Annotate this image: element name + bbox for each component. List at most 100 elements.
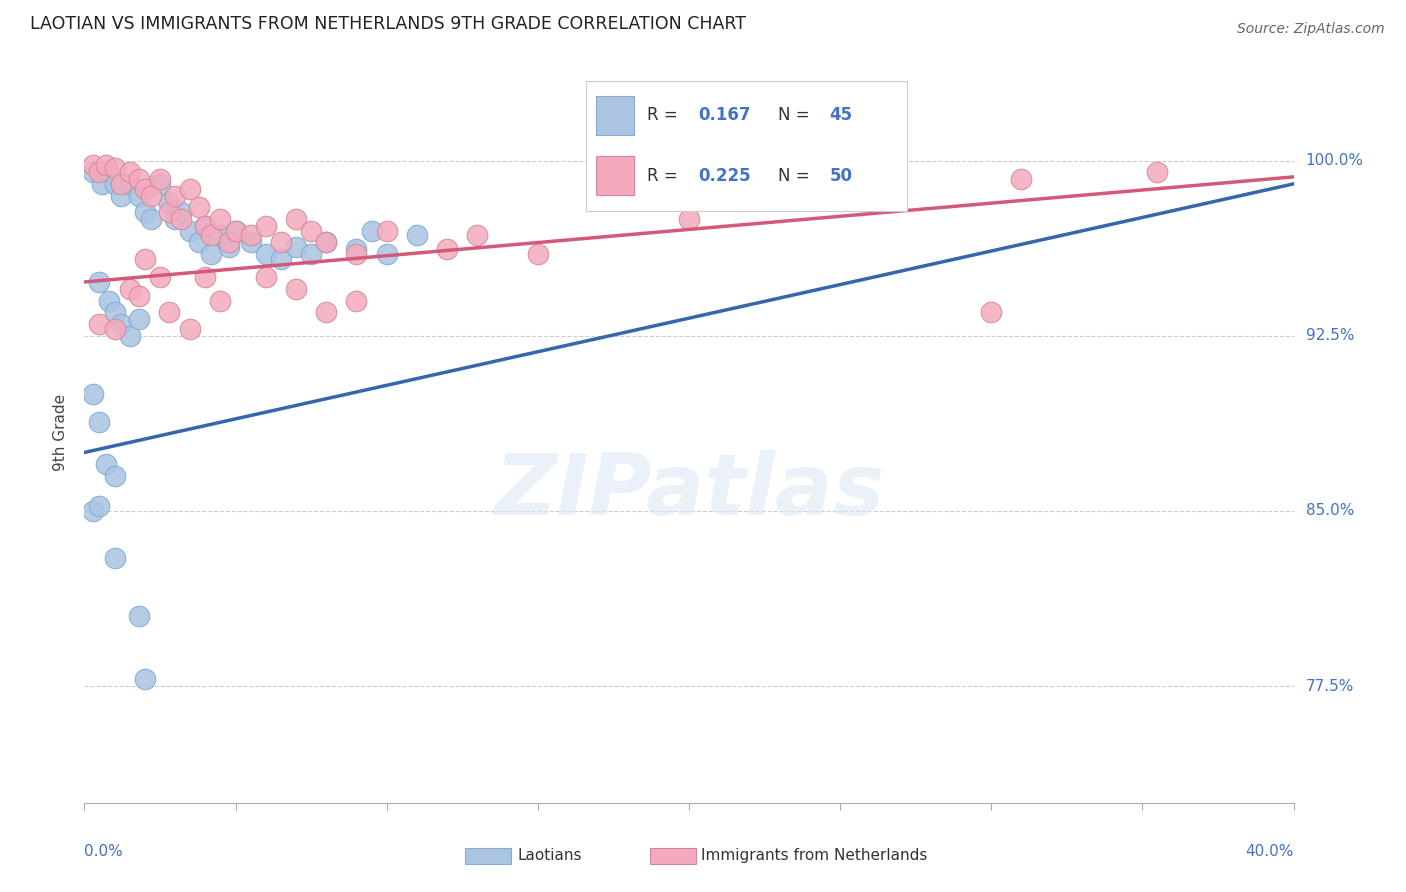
Point xyxy=(346,293,368,308)
Point xyxy=(360,224,382,238)
Point xyxy=(157,195,180,210)
Point xyxy=(225,224,247,238)
Point xyxy=(157,305,180,319)
Point xyxy=(830,181,852,195)
Point xyxy=(110,177,132,191)
Point xyxy=(104,161,127,175)
Point xyxy=(406,228,429,243)
Point xyxy=(179,224,201,238)
Text: 77.5%: 77.5% xyxy=(1306,679,1354,693)
Point xyxy=(254,219,277,233)
Point xyxy=(97,165,120,179)
Point xyxy=(980,305,1002,319)
Point xyxy=(375,247,398,261)
Point xyxy=(239,235,262,250)
Point xyxy=(104,177,127,191)
Point xyxy=(285,282,308,296)
Point xyxy=(1011,172,1033,186)
Point xyxy=(194,219,217,233)
Point xyxy=(315,305,337,319)
Point xyxy=(678,211,700,226)
Text: 85.0%: 85.0% xyxy=(1306,503,1354,518)
Point xyxy=(139,188,162,202)
Point xyxy=(527,247,550,261)
Point xyxy=(134,672,156,686)
Point xyxy=(467,228,489,243)
FancyBboxPatch shape xyxy=(465,848,512,864)
Point xyxy=(110,188,132,202)
Point xyxy=(285,240,308,254)
Point xyxy=(128,172,150,186)
Point xyxy=(157,205,180,219)
Point xyxy=(94,158,117,172)
Point xyxy=(82,387,104,401)
Point xyxy=(165,211,187,226)
Text: 0.0%: 0.0% xyxy=(84,844,124,858)
Point xyxy=(225,224,247,238)
FancyBboxPatch shape xyxy=(650,848,696,864)
Point xyxy=(239,228,262,243)
Point xyxy=(346,242,368,256)
Point xyxy=(118,165,141,179)
Point xyxy=(97,293,120,308)
Point xyxy=(118,282,141,296)
Point xyxy=(285,211,308,226)
Point xyxy=(110,317,132,331)
Point xyxy=(188,235,211,250)
Point xyxy=(299,224,322,238)
Point xyxy=(104,468,127,483)
Point xyxy=(200,247,222,261)
Point xyxy=(315,235,337,250)
Point xyxy=(179,181,201,195)
Point xyxy=(200,228,222,243)
Point xyxy=(375,224,398,238)
Point xyxy=(149,270,172,285)
Point xyxy=(104,321,127,335)
Point xyxy=(128,312,150,326)
Text: 100.0%: 100.0% xyxy=(1306,153,1364,168)
Point xyxy=(118,177,141,191)
Point xyxy=(218,235,240,250)
Text: 92.5%: 92.5% xyxy=(1306,328,1354,343)
Point xyxy=(149,177,172,191)
Point xyxy=(149,172,172,186)
Y-axis label: 9th Grade: 9th Grade xyxy=(52,394,67,471)
Point xyxy=(89,317,111,331)
Point xyxy=(82,165,104,179)
Point xyxy=(270,235,292,250)
Point xyxy=(94,457,117,471)
Point xyxy=(209,228,232,243)
Point xyxy=(89,275,111,289)
Text: LAOTIAN VS IMMIGRANTS FROM NETHERLANDS 9TH GRADE CORRELATION CHART: LAOTIAN VS IMMIGRANTS FROM NETHERLANDS 9… xyxy=(30,15,747,33)
Point xyxy=(128,188,150,202)
Point xyxy=(89,499,111,513)
Point xyxy=(315,235,337,250)
Point xyxy=(128,609,150,624)
Point xyxy=(82,504,104,518)
Point xyxy=(254,247,277,261)
Point xyxy=(134,252,156,266)
Point xyxy=(436,242,458,256)
Text: Immigrants from Netherlands: Immigrants from Netherlands xyxy=(702,848,928,863)
Point xyxy=(218,240,240,254)
Point xyxy=(134,205,156,219)
Point xyxy=(91,177,114,191)
Text: Source: ZipAtlas.com: Source: ZipAtlas.com xyxy=(1237,22,1385,37)
Point xyxy=(170,211,193,226)
Point xyxy=(165,188,187,202)
Text: 40.0%: 40.0% xyxy=(1246,844,1294,858)
Point xyxy=(170,205,193,219)
Point xyxy=(139,211,162,226)
Point xyxy=(209,293,232,308)
Point xyxy=(194,219,217,233)
Point xyxy=(104,305,127,319)
Point xyxy=(82,158,104,172)
Point xyxy=(209,211,232,226)
Point xyxy=(118,328,141,343)
Point xyxy=(128,289,150,303)
Point xyxy=(134,181,156,195)
Point xyxy=(1146,165,1168,179)
Text: ZIPatlas: ZIPatlas xyxy=(494,450,884,533)
Point xyxy=(194,270,217,285)
Point xyxy=(179,321,201,335)
